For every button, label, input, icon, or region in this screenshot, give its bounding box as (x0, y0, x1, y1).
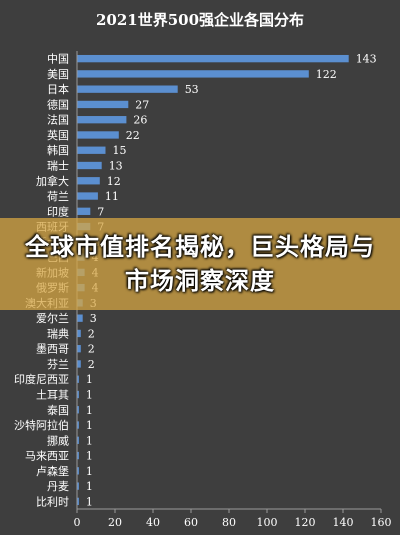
category-label: 泰国 (47, 403, 69, 417)
bar (77, 314, 83, 322)
bar (77, 131, 119, 139)
category-label: 法国 (47, 113, 69, 127)
data-label: 1 (86, 389, 93, 402)
category-label: 沙特阿拉伯 (14, 418, 69, 432)
category-label: 瑞士 (47, 159, 69, 173)
category-label: 韩国 (47, 143, 69, 157)
bar (77, 177, 100, 185)
bar (77, 161, 102, 170)
category-label: 日本 (47, 82, 69, 96)
x-tick-label: 100 (257, 516, 278, 529)
x-tick-label: 140 (333, 516, 354, 529)
bar (77, 436, 79, 444)
category-label: 比利时 (36, 495, 69, 508)
x-tick-label: 40 (146, 516, 160, 529)
category-label: 英国 (47, 128, 69, 142)
bar (77, 192, 98, 200)
bar (77, 406, 79, 414)
data-label: 53 (185, 83, 199, 96)
bar (77, 54, 349, 63)
bar (77, 497, 79, 506)
category-label: 芬兰 (47, 358, 69, 371)
data-label: 11 (105, 190, 119, 203)
data-label: 1 (86, 419, 93, 432)
data-label: 1 (86, 373, 93, 386)
data-label: 27 (135, 98, 149, 111)
bar (77, 390, 79, 399)
data-label: 1 (86, 434, 93, 447)
bar (77, 360, 81, 368)
overlay-banner: 全球市值排名揭秘，巨头格局与市场洞察深度 (0, 218, 400, 310)
category-label: 丹麦 (47, 480, 69, 493)
data-label: 143 (356, 53, 377, 66)
bar (77, 146, 106, 154)
x-tick-label: 0 (74, 516, 81, 529)
data-label: 2 (88, 358, 95, 371)
bar (77, 207, 91, 215)
bar (77, 467, 79, 475)
category-label: 荷兰 (47, 190, 69, 203)
bar (77, 451, 79, 460)
bar (77, 421, 79, 429)
category-label: 墨西哥 (36, 343, 69, 356)
data-label: 26 (133, 114, 147, 127)
category-label: 加拿大 (36, 174, 69, 188)
data-label: 2 (88, 343, 95, 356)
bar (77, 70, 309, 78)
bar (77, 375, 79, 383)
data-label: 1 (86, 480, 93, 493)
x-tick-label: 160 (371, 516, 392, 529)
category-label: 卢森堡 (36, 464, 69, 478)
category-label: 美国 (47, 68, 69, 81)
data-label: 13 (109, 160, 123, 173)
category-label: 土耳其 (36, 389, 69, 402)
data-label: 15 (113, 144, 127, 157)
x-tick-label: 20 (108, 516, 122, 529)
x-axis: 0 20 40 60 80 100 120 140 160 (74, 51, 392, 529)
category-label: 挪威 (47, 433, 69, 447)
x-tick-label: 80 (222, 516, 236, 529)
data-label: 1 (86, 495, 93, 508)
data-label: 12 (107, 175, 121, 188)
x-tick-label: 60 (184, 516, 198, 529)
category-label: 印度 (47, 204, 69, 218)
data-label: 2 (88, 327, 95, 340)
bar (77, 345, 81, 353)
data-label: 1 (86, 404, 93, 417)
bar (77, 482, 79, 490)
category-label: 爱尔兰 (36, 312, 69, 325)
category-label: 印度尼西亚 (14, 372, 69, 386)
chart-title: 2021世界500强企业各国分布 (96, 11, 304, 29)
category-label: 马来西亚 (25, 450, 69, 463)
category-label: 德国 (47, 97, 69, 111)
x-tick-label: 120 (295, 516, 316, 529)
category-label: 中国 (47, 53, 69, 66)
data-label: 1 (86, 465, 93, 478)
category-label: 瑞典 (47, 326, 69, 340)
data-label: 1 (86, 450, 93, 463)
bar (77, 85, 178, 93)
bar (77, 329, 81, 338)
data-label: 122 (316, 68, 337, 81)
data-label: 7 (97, 205, 104, 218)
bar (77, 100, 129, 109)
data-label: 3 (90, 312, 97, 325)
banner-title: 全球市值排名揭秘，巨头格局与市场洞察深度 (25, 233, 375, 295)
bar (77, 116, 127, 124)
data-label: 22 (126, 129, 140, 142)
